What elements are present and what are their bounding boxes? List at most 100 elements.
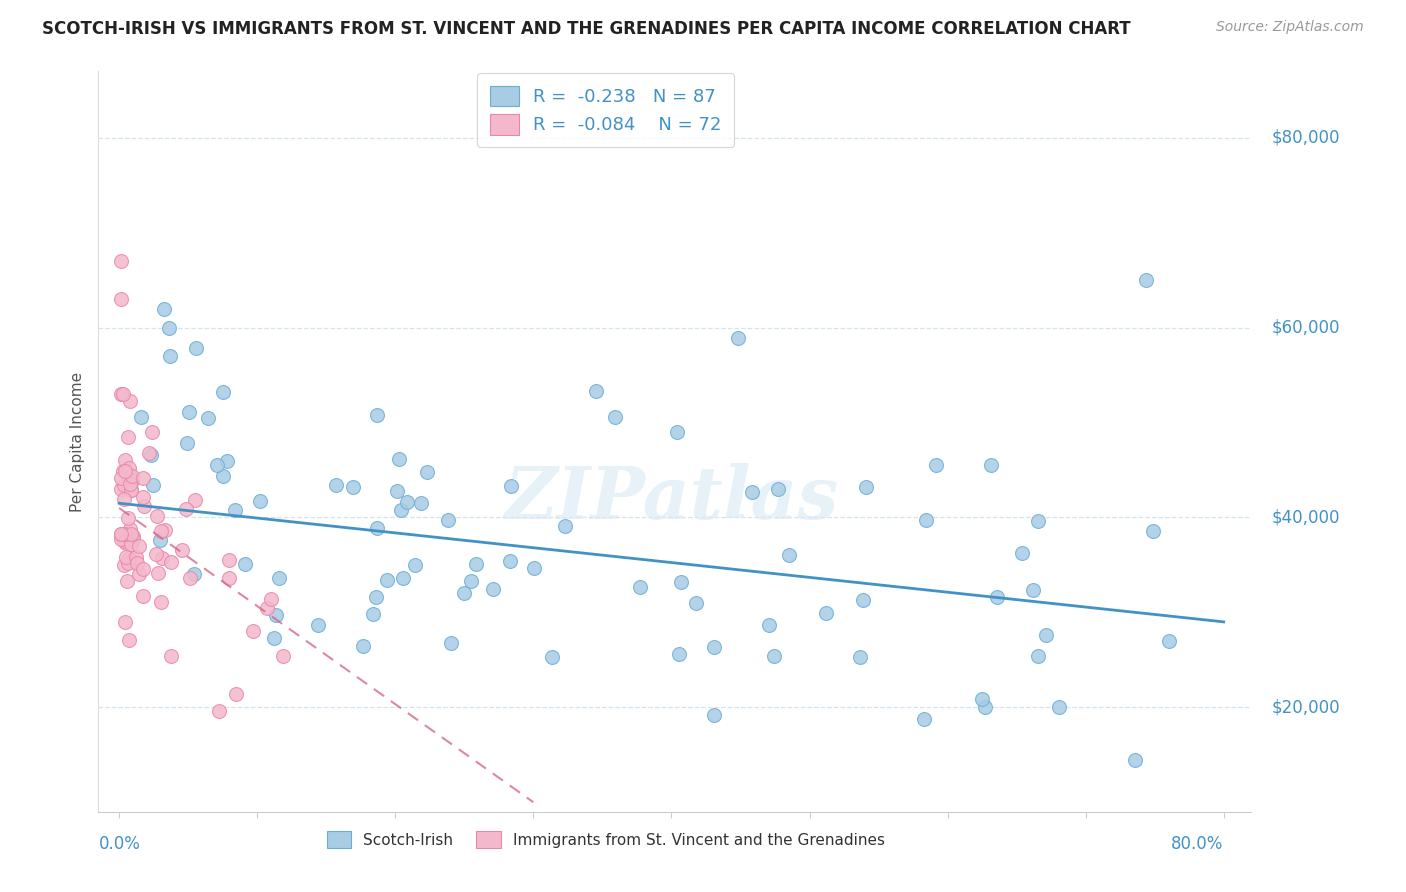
Point <box>114 464 136 478</box>
Point <box>149 533 172 547</box>
Point <box>132 589 155 603</box>
Point <box>703 707 725 722</box>
Point <box>1022 582 1045 597</box>
Point <box>256 601 278 615</box>
Point <box>460 574 482 588</box>
Point <box>145 547 167 561</box>
Point <box>685 596 707 610</box>
Text: $60,000: $60,000 <box>1272 318 1340 336</box>
Point <box>142 478 165 492</box>
Point <box>117 511 139 525</box>
Point <box>912 712 935 726</box>
Point <box>233 557 256 571</box>
Point <box>112 492 135 507</box>
Point <box>263 632 285 646</box>
Point <box>366 521 388 535</box>
Point <box>762 648 785 663</box>
Point <box>225 688 247 702</box>
Point <box>110 387 132 401</box>
Point <box>120 527 142 541</box>
Text: 0.0%: 0.0% <box>98 836 141 854</box>
Point <box>118 467 141 481</box>
Point <box>741 485 763 500</box>
Point <box>132 470 155 484</box>
Point <box>768 482 790 496</box>
Point <box>499 553 522 567</box>
Point <box>197 410 219 425</box>
Point <box>183 567 205 582</box>
Point <box>224 503 246 517</box>
Point <box>260 592 283 607</box>
Point <box>139 448 162 462</box>
Point <box>387 484 409 499</box>
Point <box>132 562 155 576</box>
Point <box>603 410 626 425</box>
Point <box>703 640 725 654</box>
Point <box>120 394 142 409</box>
Point <box>121 529 143 543</box>
Y-axis label: Per Capita Income: Per Capita Income <box>70 371 86 512</box>
Point <box>416 465 439 479</box>
Point <box>585 384 607 399</box>
Point <box>392 571 415 585</box>
Point <box>778 548 800 562</box>
Text: Source: ZipAtlas.com: Source: ZipAtlas.com <box>1216 20 1364 34</box>
Point <box>110 482 132 496</box>
Point <box>271 648 294 663</box>
Point <box>665 425 688 440</box>
Point <box>114 558 136 572</box>
Point <box>924 458 946 473</box>
Point <box>437 513 460 527</box>
Point <box>121 474 143 488</box>
Point <box>132 490 155 504</box>
Point <box>115 549 138 564</box>
Point <box>217 454 239 468</box>
Text: SCOTCH-IRISH VS IMMIGRANTS FROM ST. VINCENT AND THE GRENADINES PER CAPITA INCOME: SCOTCH-IRISH VS IMMIGRANTS FROM ST. VINC… <box>42 20 1130 37</box>
Point <box>150 595 173 609</box>
Point <box>150 524 173 538</box>
Point <box>205 458 228 473</box>
Point <box>138 446 160 460</box>
Text: $40,000: $40,000 <box>1272 508 1340 526</box>
Point <box>669 574 692 589</box>
Point <box>121 468 143 483</box>
Point <box>540 649 562 664</box>
Point <box>112 533 135 548</box>
Point <box>112 478 135 492</box>
Point <box>211 384 233 399</box>
Point <box>118 476 141 491</box>
Text: 80.0%: 80.0% <box>1171 836 1223 854</box>
Point <box>404 558 426 572</box>
Point <box>172 542 194 557</box>
Point <box>395 494 418 508</box>
Point <box>1047 700 1070 714</box>
Point <box>852 593 875 607</box>
Point <box>176 435 198 450</box>
Point <box>152 301 174 316</box>
Point <box>110 471 132 485</box>
Point <box>112 387 135 401</box>
Point <box>120 537 142 551</box>
Point <box>1035 628 1057 642</box>
Point <box>361 607 384 622</box>
Point <box>1011 545 1033 559</box>
Point <box>1135 273 1157 287</box>
Point <box>120 522 142 536</box>
Point <box>267 571 290 585</box>
Point <box>114 615 136 629</box>
Point <box>523 560 546 574</box>
Point <box>218 571 240 585</box>
Point <box>145 509 167 524</box>
Point <box>117 556 139 570</box>
Point <box>117 430 139 444</box>
Point <box>464 557 486 571</box>
Point <box>914 513 936 527</box>
Point <box>342 480 364 494</box>
Point <box>242 624 264 639</box>
Point <box>110 292 132 306</box>
Text: ZIPatlas: ZIPatlas <box>505 463 838 534</box>
Point <box>377 574 399 588</box>
Point <box>115 536 138 550</box>
Point <box>972 692 994 706</box>
Point <box>1142 524 1164 538</box>
